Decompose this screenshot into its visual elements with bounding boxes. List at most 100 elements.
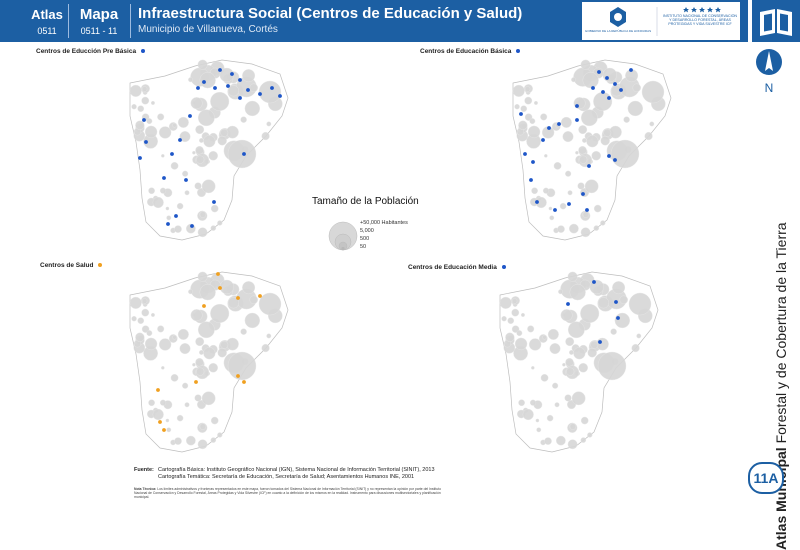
settlement-population-circle [586, 135, 599, 148]
settlement-population-circle [158, 338, 172, 351]
settlement-population-circle [597, 297, 610, 309]
icf-stars-icon [683, 7, 721, 13]
settlement-population-circle [188, 77, 193, 83]
settlement-population-circle [129, 84, 142, 97]
facility-point [218, 286, 222, 290]
settlement-population-circle [176, 202, 184, 210]
settlement-population-circle [501, 316, 507, 322]
settlement-population-circle [184, 402, 190, 408]
settlement-population-circle [174, 437, 182, 445]
settlement-population-circle [148, 187, 155, 195]
settlement-population-circle [514, 337, 528, 351]
settlement-population-circle [220, 128, 229, 137]
settlement-population-circle [580, 109, 598, 127]
settlement-population-circle [522, 408, 534, 421]
settlement-population-circle [210, 303, 230, 323]
technical-note: Nota Técnica: Los límites administrativo… [134, 487, 454, 499]
settlement-population-circle [578, 125, 588, 135]
mapa-code-box: Mapa 0511 - 11 [70, 0, 128, 42]
settlement-population-circle [580, 227, 591, 238]
settlement-population-circle [580, 416, 589, 425]
settlement-population-circle [562, 131, 574, 143]
settlement-population-circle [505, 332, 515, 342]
facility-point [535, 200, 539, 204]
settlement-population-circle [226, 125, 239, 139]
settlement-population-circle [141, 298, 148, 304]
settlement-population-circle [182, 170, 189, 177]
settlement-population-circle [146, 330, 153, 337]
settlement-population-circle [161, 154, 165, 158]
settlement-population-circle [242, 69, 256, 83]
facility-point [258, 294, 262, 298]
facility-point [190, 224, 194, 228]
legend-label-5000: 5,000 [360, 228, 374, 234]
settlement-population-circle [166, 427, 172, 433]
facility-point [591, 86, 595, 90]
settlement-population-circle [507, 317, 515, 324]
settlement-population-circle [580, 437, 587, 443]
north-label: N [765, 81, 774, 95]
facility-point [202, 304, 206, 308]
legend-dot-marker [98, 263, 103, 268]
settlement-population-circle [573, 347, 586, 360]
settlement-population-circle [217, 136, 227, 146]
settlement-population-circle [150, 312, 155, 317]
settlement-population-circle [194, 394, 202, 402]
settlement-population-circle [201, 179, 216, 194]
settlement-population-circle [549, 215, 555, 221]
facility-point [278, 94, 282, 98]
settlement-population-circle [266, 333, 272, 339]
settlement-population-circle [217, 432, 223, 438]
facility-point [557, 122, 561, 126]
settlement-population-circle [527, 125, 541, 139]
settlement-population-circle [199, 72, 216, 89]
settlement-population-circle [217, 348, 227, 358]
settlement-population-circle [157, 325, 165, 333]
settlement-population-circle [536, 427, 542, 433]
facility-point [601, 90, 605, 94]
settlement-population-circle [210, 225, 217, 231]
settlement-population-circle [584, 179, 599, 194]
settlement-population-circle [203, 347, 216, 360]
facility-point [188, 114, 192, 118]
page-subtitle: Municipio de Villanueva, Cortés [138, 24, 278, 35]
page-title: Infraestructura Social (Centros de Educa… [138, 5, 523, 22]
settlement-population-circle [190, 97, 203, 110]
institution-logos: GOBIERNO DE LA REPÚBLICA DE HONDURAS INS… [582, 2, 740, 40]
settlement-population-circle [529, 399, 537, 406]
honduras-seal-icon [610, 7, 626, 27]
settlement-population-circle [557, 225, 565, 233]
settlement-population-circle [137, 105, 145, 112]
settlement-population-circle [249, 83, 258, 92]
legend-label-50000: +50,000 Habitantes [360, 220, 408, 226]
settlement-population-circle [540, 374, 549, 382]
settlement-population-circle [569, 284, 586, 301]
settlement-population-circle [580, 303, 600, 323]
settlement-population-circle [258, 292, 282, 316]
settlement-population-circle [227, 351, 257, 381]
settlement-population-circle [641, 80, 665, 104]
settlement-population-circle [170, 162, 179, 170]
settlement-population-circle [227, 297, 240, 309]
facility-point [566, 302, 570, 306]
settlement-population-circle [569, 223, 579, 234]
settlement-population-circle [159, 399, 167, 406]
facility-point [184, 178, 188, 182]
settlement-population-circle [590, 340, 599, 349]
settlement-population-circle [148, 399, 155, 407]
facility-point [158, 420, 162, 424]
legend-label-50: 50 [360, 244, 367, 250]
settlement-population-circle [560, 116, 572, 128]
settlement-population-circle [203, 135, 216, 148]
facility-point [581, 192, 585, 196]
settlement-population-circle [210, 91, 230, 111]
settlement-population-circle [177, 116, 189, 128]
settlement-population-circle [529, 118, 536, 125]
settlement-population-circle [131, 104, 137, 110]
mapa-label: Mapa [79, 6, 119, 23]
settlement-population-circle [179, 343, 191, 355]
map-label-basica: Centros de Educación Básica [420, 48, 521, 55]
settlement-population-circle [565, 337, 575, 347]
settlement-population-circle [544, 437, 552, 445]
settlement-population-circle [176, 414, 184, 422]
